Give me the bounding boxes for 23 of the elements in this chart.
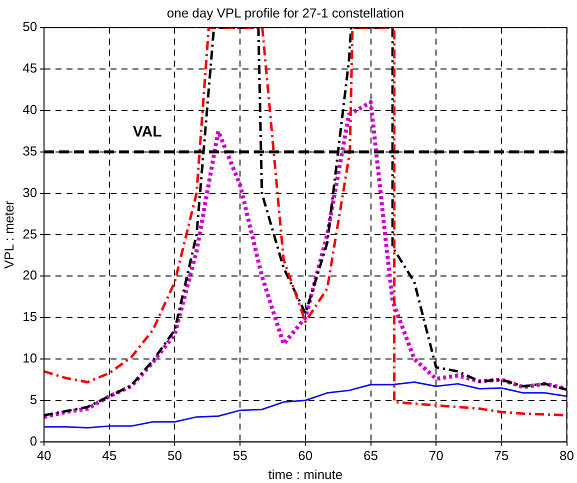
y-tick-label: 15 [22,309,38,324]
y-tick-label: 35 [22,143,38,158]
x-tick-label: 70 [428,448,444,464]
x-tick-label: 55 [232,448,248,464]
x-tick-label: 60 [298,448,313,464]
x-tick-label: 45 [102,448,117,464]
y-tick-label: 50 [22,19,38,34]
x-axis-title: time : minute [268,466,343,482]
ref-line-label: VAL [132,124,162,140]
x-tick-label: 65 [364,448,378,464]
y-axis-title: VPL : meter [1,200,16,269]
y-tick-label: 20 [22,268,38,283]
x-tick-label: 80 [560,448,574,464]
y-tick-label: 25 [22,226,38,242]
y-tick-label: 45 [22,60,38,76]
y-tick-label: 5 [30,392,38,407]
chart-title: one day VPL profile for 27-1 constellation [166,5,404,20]
x-tick-label: 75 [494,448,509,464]
y-tick-label: 0 [30,433,38,448]
y-tick-label: 10 [22,350,38,366]
x-tick-label: 50 [168,448,182,464]
y-tick-label: 30 [22,184,38,200]
y-tick-label: 40 [22,102,38,118]
